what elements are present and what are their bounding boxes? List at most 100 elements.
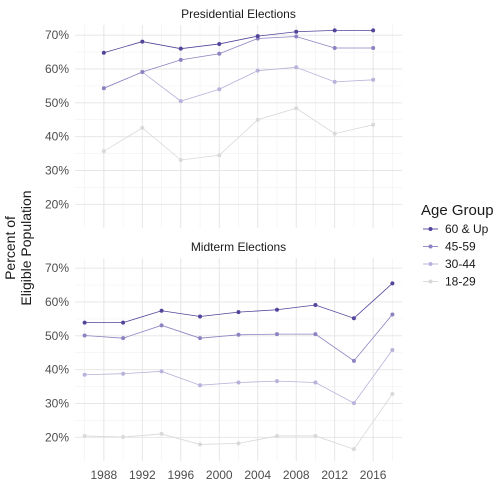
legend-key-point xyxy=(428,262,433,266)
y-tick-label: 20% xyxy=(45,197,69,211)
data-point xyxy=(313,380,318,385)
y-tick-label: 40% xyxy=(45,363,69,377)
data-point xyxy=(198,383,203,388)
x-axis: 1988 1992 1996 2000 2004 2008 2012 2016 xyxy=(91,468,387,482)
y-tick-label: 30% xyxy=(45,163,69,177)
panels-layer: 20% 30% 40% 50% 60% 70% Presidential Elections… xyxy=(45,7,402,461)
data-point xyxy=(198,314,203,319)
y-axis-title-line1: Percent of xyxy=(2,216,18,280)
data-point xyxy=(140,39,145,44)
data-point xyxy=(390,281,395,286)
series-45-59 xyxy=(82,312,395,363)
data-point xyxy=(351,447,356,452)
y-tick-label: 60% xyxy=(45,62,69,76)
data-point xyxy=(140,70,145,75)
x-tick-label: 2008 xyxy=(283,468,310,482)
data-point xyxy=(159,369,164,374)
data-point xyxy=(121,320,126,325)
data-point xyxy=(371,46,376,51)
legend-item-45-59: 45-59 xyxy=(423,240,476,254)
data-point xyxy=(371,77,376,82)
y-tick-label: 40% xyxy=(45,130,69,144)
data-point xyxy=(159,431,164,436)
data-point xyxy=(274,379,279,384)
legend-key-point xyxy=(428,279,433,284)
legend-key-point xyxy=(428,227,433,231)
data-point xyxy=(274,307,279,312)
data-point xyxy=(255,68,260,73)
data-point xyxy=(178,157,183,162)
data-point xyxy=(313,332,318,337)
x-tick-label: 2004 xyxy=(244,468,271,482)
legend-item-60-and-up: 60 & Up xyxy=(423,222,489,236)
data-point xyxy=(217,41,222,46)
x-tick-label: 1988 xyxy=(91,468,118,482)
data-point xyxy=(217,153,222,158)
data-point xyxy=(217,87,222,92)
legend-item-18-29: 18-29 xyxy=(423,275,476,289)
data-point xyxy=(198,336,203,341)
legend: Age Group 60 & Up 45-59 30-44 18-29 xyxy=(421,202,494,289)
data-point xyxy=(236,441,241,446)
legend-label: 18-29 xyxy=(445,275,476,289)
data-point xyxy=(332,131,337,136)
data-point xyxy=(313,303,318,308)
data-point xyxy=(236,332,241,337)
series-line xyxy=(103,30,374,54)
y-tick-label: 30% xyxy=(45,396,69,410)
series-60-and-up xyxy=(82,281,395,325)
data-point xyxy=(121,371,126,376)
data-point xyxy=(371,122,376,127)
data-point xyxy=(390,312,395,317)
panel-presidential-elections: 20% 30% 40% 50% 60% 70% Presidential Elections xyxy=(45,7,402,228)
x-tick-label: 1992 xyxy=(129,468,156,482)
data-point xyxy=(121,434,126,439)
data-point xyxy=(255,117,260,122)
y-axis-title-line2: Eligible Population xyxy=(18,190,34,305)
series-60-and-up xyxy=(101,28,376,55)
data-point xyxy=(390,392,395,397)
data-point xyxy=(82,433,87,438)
series-line xyxy=(103,66,374,102)
data-point xyxy=(101,86,106,91)
series-18-29 xyxy=(82,392,395,452)
data-point xyxy=(82,333,87,338)
data-point xyxy=(121,336,126,341)
data-point xyxy=(332,28,337,33)
y-tick-label: 50% xyxy=(45,96,69,110)
y-tick-label: 70% xyxy=(45,28,69,42)
data-point xyxy=(274,332,279,337)
data-point xyxy=(351,358,356,363)
legend-key-point xyxy=(428,244,433,249)
y-tick-label: 50% xyxy=(45,329,69,343)
legend-title: Age Group xyxy=(421,202,494,219)
x-tick-label: 2012 xyxy=(321,468,348,482)
legend-label: 60 & Up xyxy=(445,222,489,236)
data-point xyxy=(140,125,145,130)
data-point xyxy=(255,34,260,39)
data-point xyxy=(159,308,164,313)
data-point xyxy=(178,46,183,51)
data-point xyxy=(351,401,356,406)
x-tick-label: 2000 xyxy=(206,468,233,482)
data-point xyxy=(82,372,87,377)
data-point xyxy=(371,28,376,33)
series-line xyxy=(103,36,374,89)
x-tick-label: 1996 xyxy=(167,468,194,482)
data-point xyxy=(332,46,337,51)
data-point xyxy=(351,316,356,321)
y-tick-label: 20% xyxy=(45,430,69,444)
data-point xyxy=(294,106,299,111)
data-point xyxy=(236,310,241,315)
data-point xyxy=(313,433,318,438)
data-point xyxy=(236,380,241,385)
y-tick-label: 70% xyxy=(45,261,69,275)
series-30-44 xyxy=(82,348,395,406)
legend-label: 45-59 xyxy=(445,240,476,254)
x-tick-label: 2016 xyxy=(360,468,387,482)
series-18-29 xyxy=(101,106,376,162)
data-point xyxy=(82,320,87,325)
panel-title: Presidential Elections xyxy=(181,7,296,21)
data-point xyxy=(332,79,337,84)
